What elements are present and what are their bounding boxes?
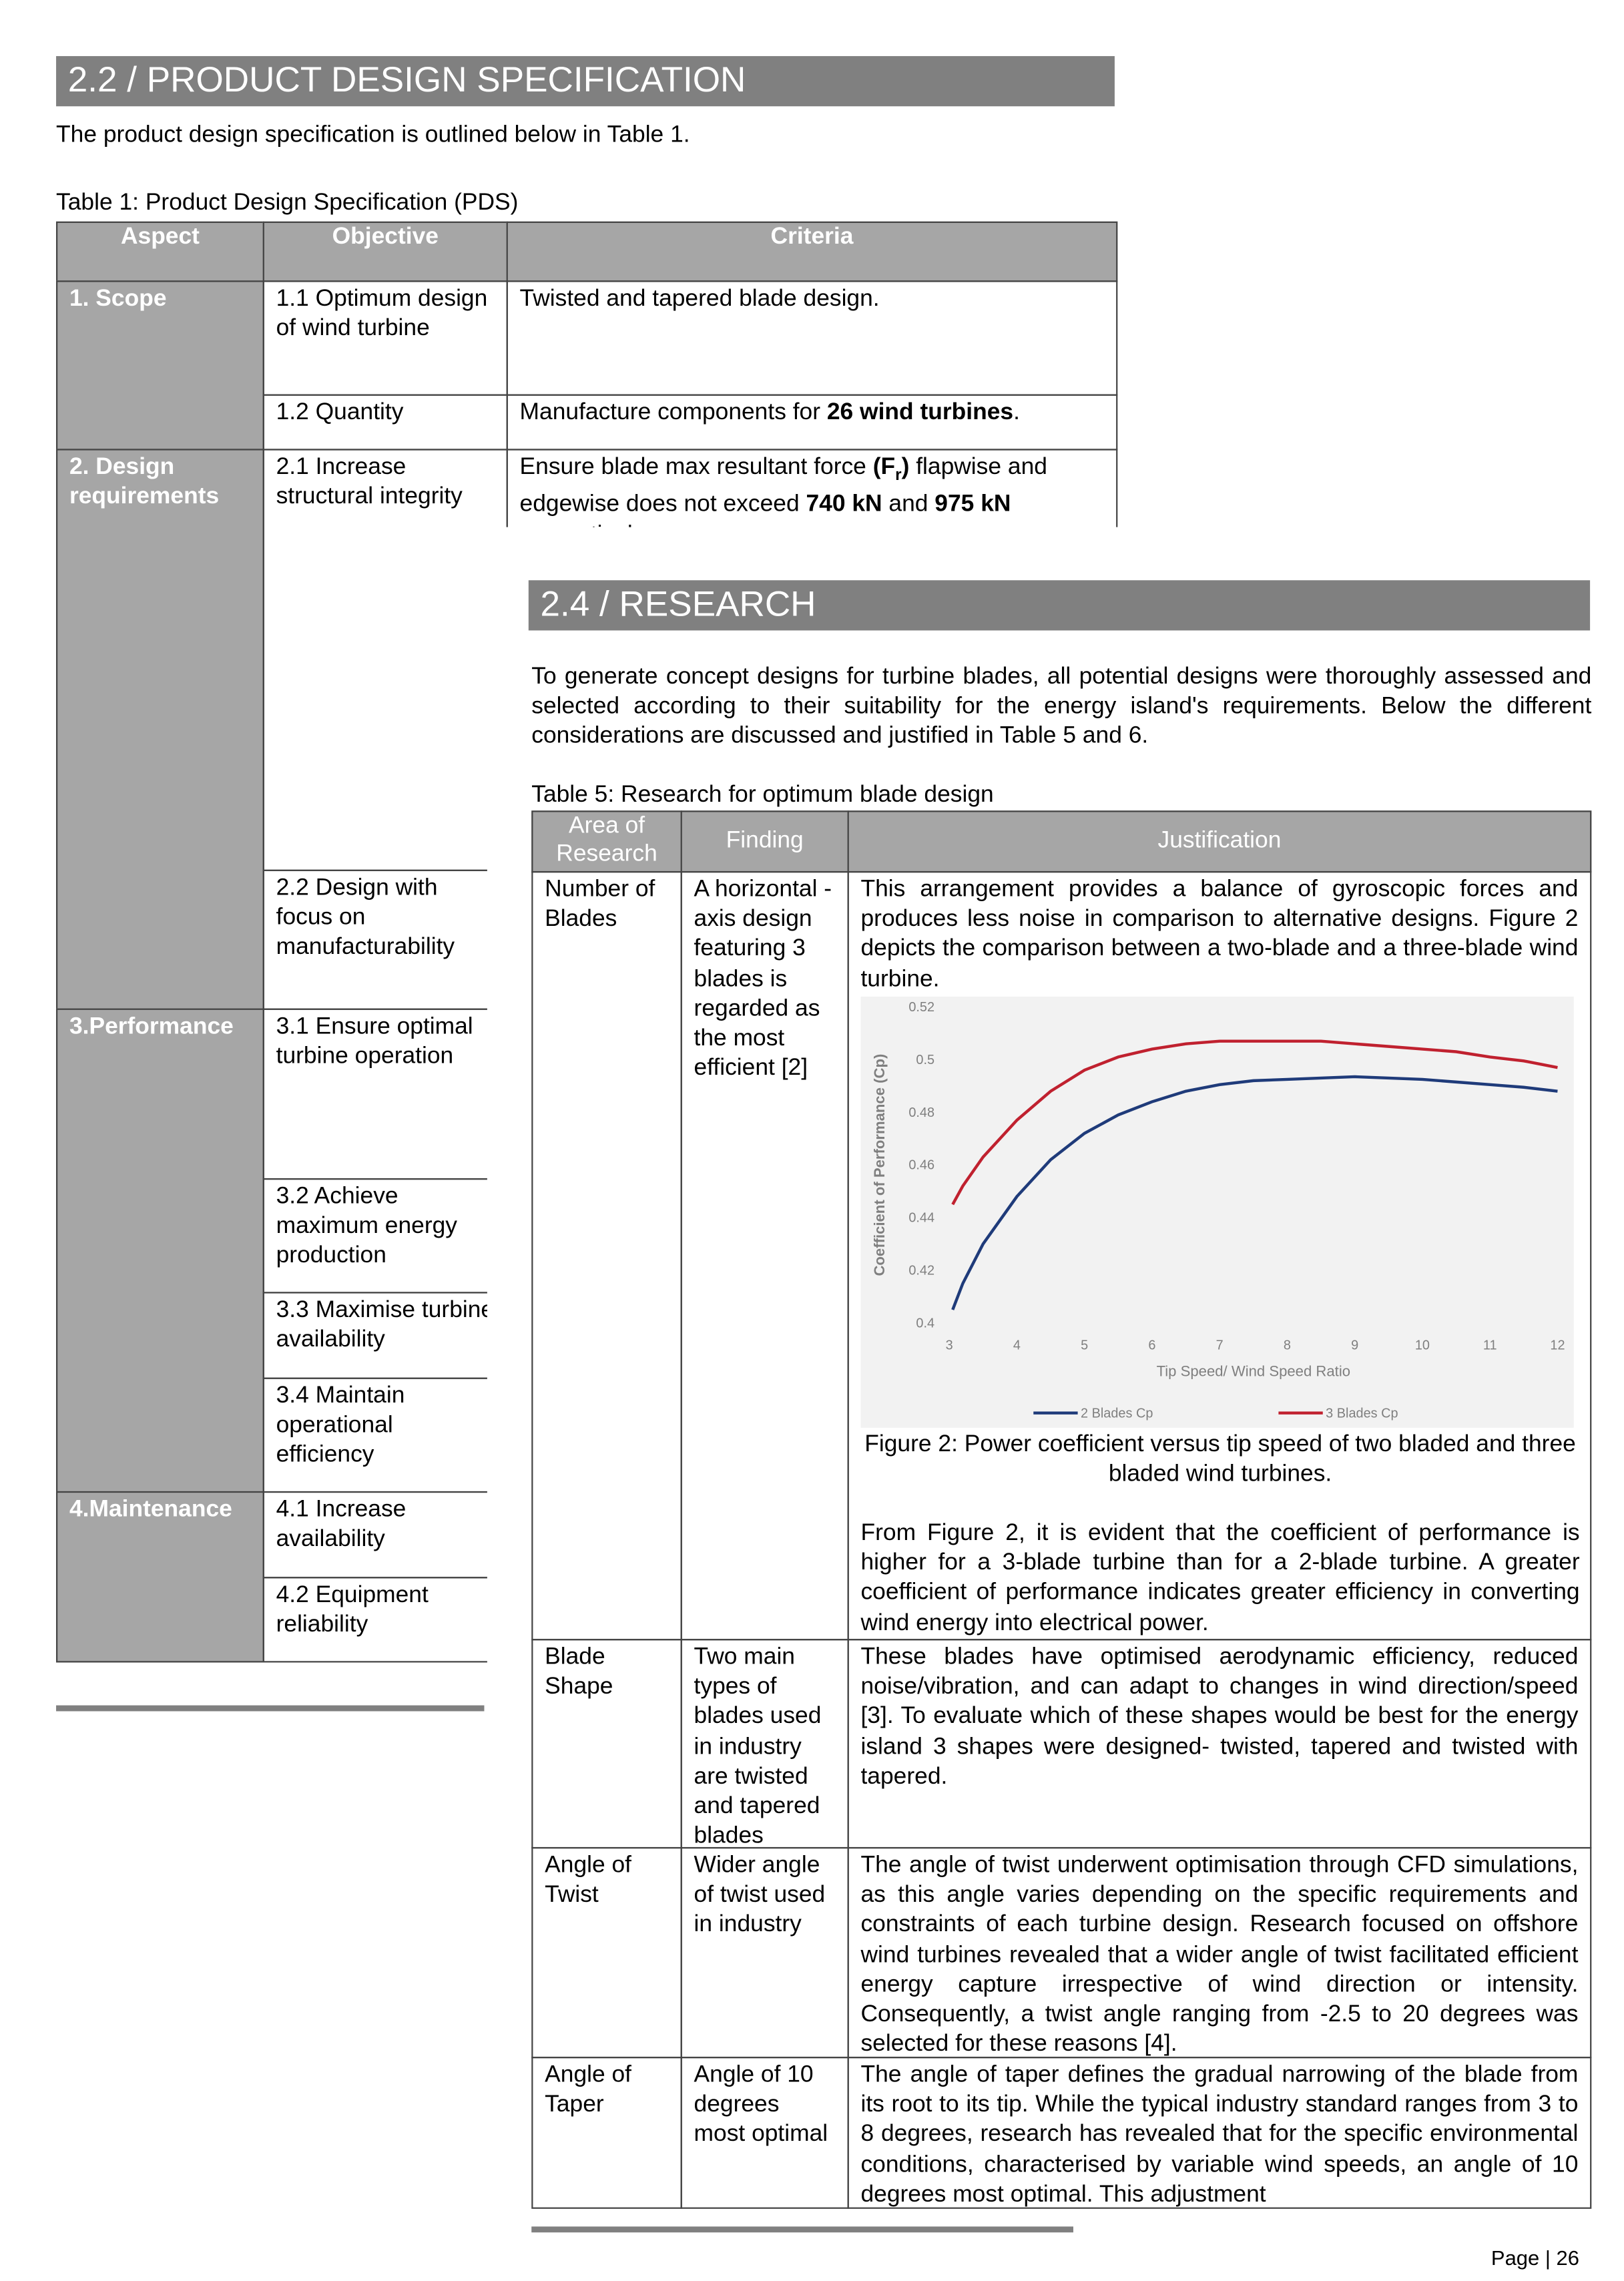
y-tick-label: 0.44	[908, 1211, 934, 1226]
justification: This arrangement provides a balance of g…	[847, 870, 1592, 1641]
finding: A horizontal -axis design featuring 3 bl…	[680, 870, 849, 1641]
aspect: 4.Maintenance	[56, 1491, 264, 1663]
x-tick-label: 9	[1351, 1338, 1358, 1353]
justification: These blades have optimised aerodynamic …	[847, 1639, 1592, 1849]
area: Number of Blades	[531, 870, 682, 1641]
header: Justification	[847, 810, 1592, 873]
line	[951, 1039, 1558, 1206]
x-tick-label: 12	[1550, 1338, 1565, 1353]
x-tick-label: 7	[1216, 1338, 1224, 1353]
aspect: 3.Performance	[56, 1008, 264, 1493]
y-tick-label: 0.48	[908, 1105, 934, 1120]
criteria: Twisted and tapered blade design.	[506, 280, 1118, 396]
objective: 1.2 Quantity	[262, 394, 508, 451]
figure: 0.4 0.42 0.44 0.46 0.48 0.5 0.52 3 4 5 6 7 8 9 10 11 12 C…	[860, 996, 1574, 1428]
objective: 2.1 Increase structural integrity	[262, 449, 508, 871]
criteria: Ensure blade max resultant force (Fr) fl…	[506, 449, 1118, 871]
y-tick-label: 0.4	[916, 1316, 934, 1330]
text: .	[1013, 400, 1020, 425]
header: Objective	[262, 221, 508, 282]
text: and	[882, 492, 935, 517]
intro: To generate concept designs for turbine …	[531, 664, 1592, 750]
aspect: 1. Scope	[56, 280, 264, 451]
intro: The product design specification is outl…	[56, 122, 690, 148]
justification: The angle of taper defines the gradual n…	[847, 2057, 1592, 2209]
section-title: 2.4 / RESEARCH	[528, 580, 1591, 631]
text: From Figure 2, it is evident that the co…	[860, 1521, 1580, 1635]
text: Manufacture components for	[519, 400, 827, 425]
text: r	[895, 467, 902, 485]
objective: 4.1 Increase availability	[262, 1491, 508, 1579]
text: flapwise and edgewise does not exceed	[519, 455, 1047, 517]
objective: 3.2 Achieve maximum energy production	[262, 1178, 508, 1294]
finding: Two main types of blades used in industr…	[680, 1639, 849, 1849]
area: Angle of Taper	[531, 2057, 682, 2209]
y-tick-label: 0.52	[908, 1000, 934, 1015]
x-tick-label: 10	[1415, 1338, 1430, 1353]
header: Area of Research	[531, 810, 682, 873]
caption: Figure 2: Power coefficient versus tip s…	[864, 1432, 1576, 1487]
aspect: 2. Design requirements	[56, 449, 264, 1010]
page-number: Page | 26	[1491, 2246, 1579, 2270]
header: Aspect	[56, 221, 264, 282]
header: Criteria	[506, 221, 1118, 282]
objective: 3.1 Ensure optimal turbine operation	[262, 1008, 543, 1180]
objective: 2.2 Design with focus on manufacturabili…	[262, 869, 508, 1010]
criteria: Manufacture components for 26 wind turbi…	[506, 394, 1118, 451]
text: )	[901, 455, 910, 480]
finding: Angle of 10 degrees most optimal	[680, 2057, 849, 2209]
legend-label: 2 Blades Cp	[1081, 1406, 1153, 1421]
x-tick-label: 4	[1013, 1338, 1021, 1353]
objective: 3.3 Maximise turbine availability	[262, 1292, 508, 1379]
x-tick-label: 5	[1081, 1338, 1088, 1353]
table-caption: Table 1: Product Design Specification (P…	[56, 190, 519, 216]
x-tick-label: 8	[1284, 1338, 1291, 1353]
x-tick-label: 3	[946, 1338, 953, 1353]
text: 975 kN	[934, 492, 1011, 517]
text: 26 wind turbines	[826, 400, 1014, 425]
x-tick-label: 6	[1148, 1338, 1155, 1353]
text: (F	[872, 455, 896, 480]
y-tick-label: 0.5	[916, 1053, 934, 1067]
header: Finding	[680, 810, 849, 873]
justification: The angle of twist underwent optimisatio…	[847, 1846, 1592, 2059]
finding: Wider angle of twist used in industry	[680, 1846, 849, 2059]
text: Ensure blade max resultant force	[519, 455, 873, 480]
x-axis-label: Tip Speed/ Wind Speed Ratio	[1157, 1362, 1350, 1379]
y-tick-label: 0.46	[908, 1158, 934, 1173]
rule	[531, 2226, 1073, 2233]
y-tick-label: 0.42	[908, 1264, 934, 1278]
text: 740 kN	[806, 492, 882, 517]
line	[951, 1075, 1558, 1310]
rule	[56, 1705, 485, 1712]
objective: 4.2 Equipment reliability	[262, 1577, 508, 1663]
table-caption: Table 5: Research for optimum blade desi…	[531, 782, 994, 808]
area: Angle of Twist	[531, 1846, 682, 2059]
text: This arrangement provides a balance of g…	[860, 876, 1579, 992]
area: Blade Shape	[531, 1639, 682, 1849]
section-title: 2.2 / PRODUCT DESIGN SPECIFICATION	[56, 56, 1115, 107]
objective: 3.4 Maintain operational efficiency	[262, 1377, 508, 1493]
objective: 1.1 Optimum design of wind turbine	[262, 280, 508, 396]
y-axis-label: Coefficient of Performance (Cp)	[871, 1054, 888, 1276]
text: Twisted and tapered blade design.	[519, 286, 880, 312]
x-tick-label: 11	[1483, 1338, 1497, 1353]
legend-label: 3 Blades Cp	[1326, 1406, 1398, 1421]
